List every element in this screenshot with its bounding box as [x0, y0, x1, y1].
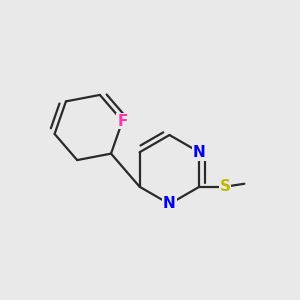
Text: S: S [219, 179, 230, 194]
Text: N: N [163, 196, 176, 211]
Text: F: F [117, 113, 128, 128]
Text: N: N [193, 145, 206, 160]
